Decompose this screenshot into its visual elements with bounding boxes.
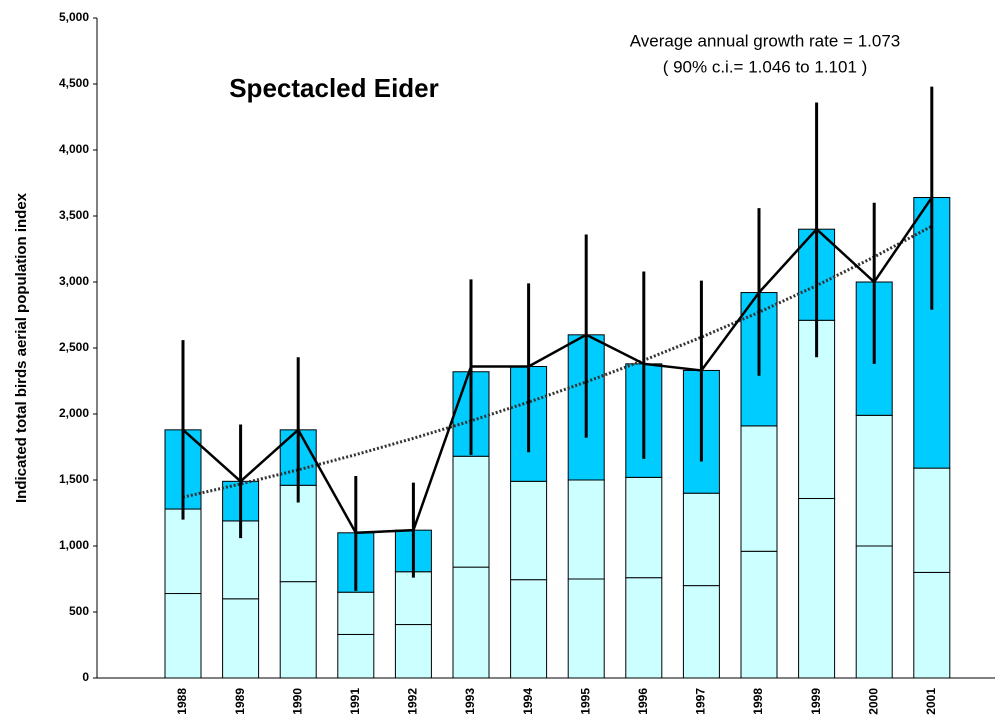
bar-segment [510, 480, 548, 581]
x-tick-label: 2000 [866, 688, 880, 715]
y-tick-label: 3,500 [59, 208, 89, 222]
bar-segment [394, 571, 432, 626]
x-tick-label: 1994 [521, 688, 535, 715]
bar-segment [337, 633, 375, 679]
bar-segment [164, 593, 202, 679]
bar-segment [798, 319, 836, 499]
bar-segment [855, 414, 893, 547]
x-tick-label: 1993 [463, 688, 477, 715]
bar-segment [222, 520, 260, 600]
y-tick-label: 500 [69, 604, 89, 618]
x-tick-label: 1998 [751, 688, 765, 715]
bar-segment [164, 508, 202, 595]
trend-line [182, 224, 933, 499]
bar-segment [913, 467, 951, 573]
y-tick-label: 1,000 [59, 538, 89, 552]
bar-segment [567, 578, 605, 679]
bar-segment [625, 577, 663, 679]
y-tick-label: 1,500 [59, 472, 89, 486]
x-tick-label: 1996 [636, 688, 650, 715]
bar-segment [740, 550, 778, 679]
bar-segment [394, 624, 432, 679]
y-axis-label: Indicated total birds aerial population … [13, 192, 30, 503]
bar-segment [222, 598, 260, 679]
bar-segment [452, 455, 490, 568]
y-tick-label: 4,500 [59, 76, 89, 90]
bar-segment [337, 591, 375, 635]
y-tick-label: 2,000 [59, 406, 89, 420]
x-tick-label: 1989 [233, 688, 247, 715]
x-tick-label: 1988 [175, 688, 189, 715]
bar-segment [567, 479, 605, 580]
x-tick-label: 1992 [406, 688, 420, 715]
y-tick-label: 2,500 [59, 340, 89, 354]
bar-segment [625, 476, 663, 579]
y-tick-label: 4,000 [59, 142, 89, 156]
total-line [182, 196, 933, 535]
bar-segment [682, 585, 720, 679]
y-tick-label: 3,000 [59, 274, 89, 288]
bar-segment [855, 545, 893, 679]
x-tick-label: 1999 [809, 688, 823, 715]
y-tick-label: 5,000 [59, 10, 89, 24]
y-tick-label: 0 [82, 670, 89, 684]
bar-segment [510, 579, 548, 679]
chart-title: Spectacled Eider [229, 73, 439, 103]
x-tick-label: 1991 [348, 688, 362, 715]
x-tick-label: 1990 [290, 688, 304, 715]
bar-segment [913, 571, 951, 679]
x-tick-label: 1995 [578, 688, 592, 715]
bar-segment [279, 581, 317, 679]
bar-segment [682, 492, 720, 587]
x-tick-label: 2001 [924, 688, 938, 715]
bar-segment [452, 566, 490, 679]
bar-segment [798, 497, 836, 679]
annotation: Average annual growth rate = 1.073 [630, 31, 900, 50]
annotation: ( 90% c.i.= 1.046 to 1.101 ) [663, 57, 868, 76]
bar-segment [740, 425, 778, 552]
x-tick-label: 1997 [694, 688, 708, 715]
